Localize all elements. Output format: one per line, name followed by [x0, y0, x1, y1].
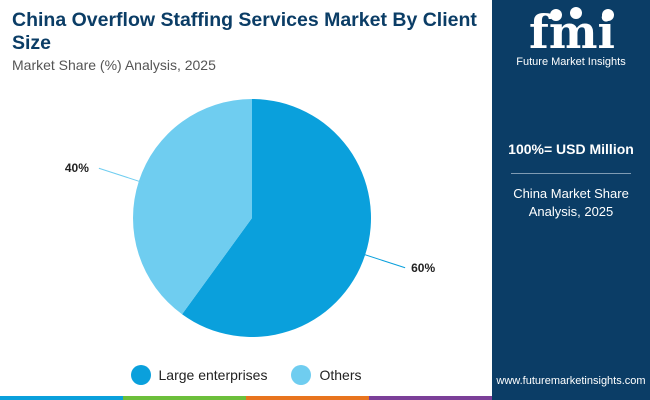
legend-swatch-large-enterprises [130, 365, 151, 385]
page-title: China Overflow Staffing Services Market … [12, 9, 477, 54]
pie-slice-large-enterprises [182, 99, 371, 337]
market-share-description: China Market Share Analysis, 2025 [513, 186, 629, 219]
bottom-bar-segment-orange [246, 396, 369, 400]
data-label-large-enterprises: 60% [411, 261, 435, 275]
bottom-color-bar [0, 396, 492, 400]
legend-label-large-enterprises: Large enterprises [158, 367, 268, 383]
legend-item-others: Others [291, 365, 361, 385]
bottom-bar-segment-blue [0, 396, 123, 400]
leader-line-0 [360, 252, 406, 269]
logo-person-icon [550, 9, 562, 21]
bottom-bar-segment-green [123, 396, 246, 400]
chart-legend: Large enterprises Others [0, 365, 492, 385]
fmi-logo: fmi [529, 6, 615, 54]
pie-slice-others [133, 99, 252, 315]
main-panel: China Overflow Staffing Services Market … [0, 9, 492, 400]
logo-globe-icon [570, 7, 582, 19]
data-label-others: 40% [65, 161, 89, 175]
brand-name: Future Market Insights [516, 56, 626, 68]
legend-swatch-others [291, 365, 312, 385]
legend-label-others: Others [319, 367, 362, 383]
sidebar-divider [511, 173, 631, 174]
leader-line-1 [98, 167, 144, 184]
market-size-heading: 100%= USD Million [508, 141, 634, 157]
page-subtitle: Market Share (%) Analysis, 2025 [12, 57, 216, 73]
logo-chart-icon [602, 9, 614, 21]
bottom-bar-segment-purple [369, 396, 492, 400]
sidebar-panel: fmi Future Market Insights 100%= USD Mil… [492, 0, 650, 400]
legend-item-large-enterprises: Large enterprises [130, 365, 268, 385]
website-link[interactable]: www.futuremarketinsights.com [496, 375, 646, 387]
pie-chart: 60% 40% [65, 99, 435, 337]
